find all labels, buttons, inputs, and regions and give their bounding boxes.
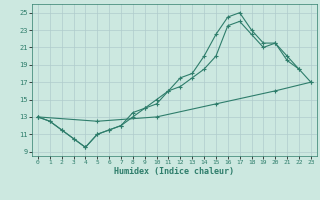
X-axis label: Humidex (Indice chaleur): Humidex (Indice chaleur)	[115, 167, 234, 176]
